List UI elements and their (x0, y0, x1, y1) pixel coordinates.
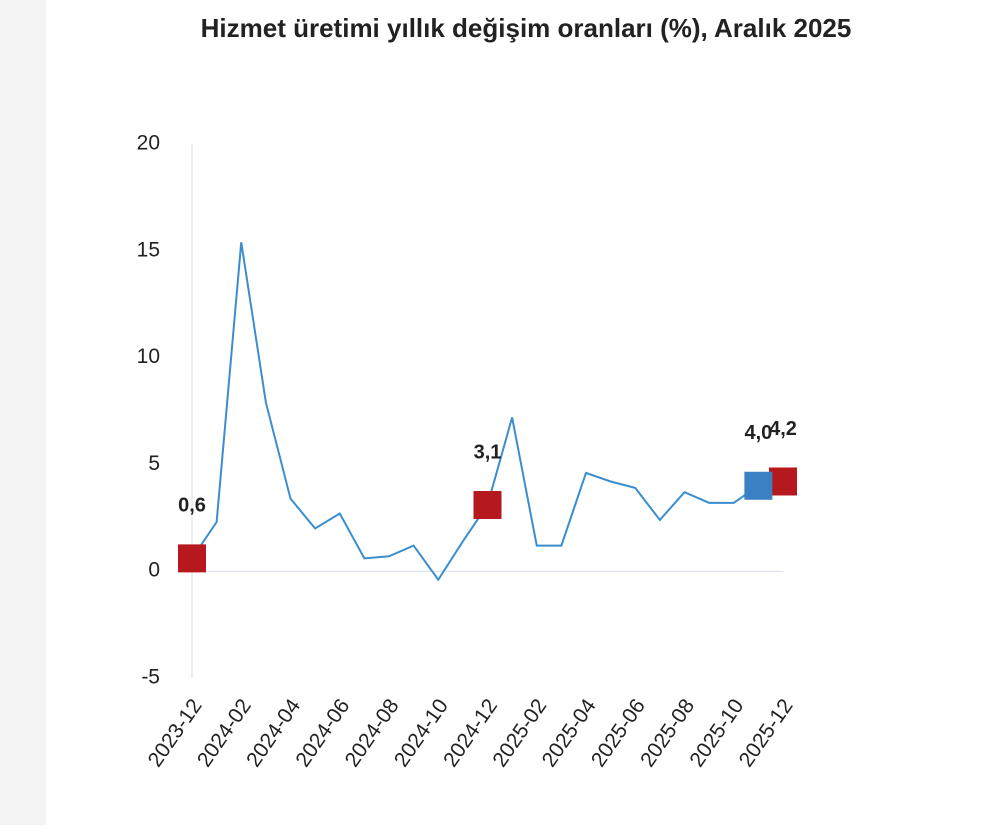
highlight-marker (178, 544, 206, 573)
data-label: 4,0 (744, 422, 772, 444)
y-tick-label: 20 (137, 132, 160, 155)
side-strip (0, 0, 46, 825)
y-tick-label: 0 (148, 559, 160, 582)
chart-title: Hizmet üretimi yıllık değişim oranları (… (201, 13, 852, 43)
y-tick-label: 10 (137, 345, 160, 368)
highlight-marker (744, 471, 773, 500)
highlight-marker (473, 490, 502, 519)
data-label: 0,6 (178, 495, 206, 517)
highlight-marker (769, 467, 797, 496)
data-label: 4,2 (769, 418, 797, 440)
data-line (191, 242, 784, 582)
data-label: 3,1 (474, 441, 502, 463)
y-tick-label: 5 (148, 452, 160, 475)
y-tick-label: 15 (137, 238, 160, 261)
y-tick-label: -5 (141, 666, 160, 689)
